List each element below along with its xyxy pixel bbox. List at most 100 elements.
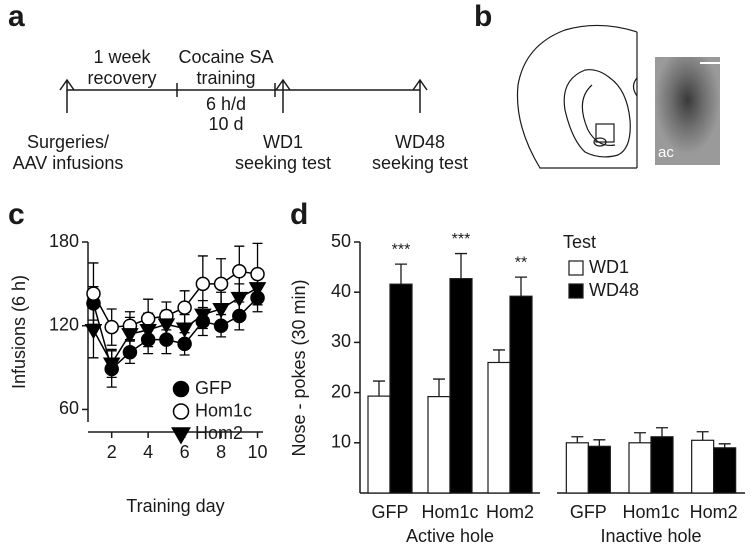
bar [565, 442, 589, 494]
event-text: seeking test [372, 153, 468, 173]
marker [175, 322, 194, 338]
ac-outline [593, 137, 607, 147]
legend-label: WD1 [589, 257, 629, 277]
x-tick-label: 6 [180, 442, 190, 462]
y-tick-label: 180 [49, 231, 79, 251]
error-bar [571, 436, 584, 443]
y-tick-label: 30 [331, 331, 351, 351]
hemisphere-outline [516, 24, 638, 169]
bar [449, 278, 473, 494]
event-text: Surgeries/ [27, 132, 109, 152]
error-bar [718, 443, 731, 448]
x-tick-label: Hom1c [421, 502, 478, 522]
x-tick-label: 2 [107, 442, 117, 462]
panel-label: d [290, 198, 308, 231]
legend-swatch [568, 260, 584, 276]
arrow [412, 78, 428, 113]
marker [157, 318, 176, 334]
series-line [92, 297, 259, 371]
marker [248, 282, 267, 298]
panel-label: c [8, 198, 25, 231]
detail-text: 6 h/d [206, 94, 246, 114]
marker [139, 323, 157, 340]
marker [121, 328, 139, 344]
marker [194, 308, 212, 324]
marker [102, 357, 121, 373]
bar [367, 395, 391, 494]
error-bar [395, 263, 407, 285]
x-tick-label: Hom1c [622, 502, 679, 522]
y-tick-label: 20 [331, 381, 351, 401]
significance: *** [392, 241, 411, 258]
x-tick-label: 10 [248, 442, 268, 462]
marker [159, 332, 174, 347]
legend-marker [172, 380, 190, 398]
timeline: 1 week recovery Cocaine SA training 6 h/… [13, 47, 468, 173]
bar [587, 445, 611, 494]
marker [122, 344, 138, 360]
x-tick-label: 8 [216, 442, 226, 462]
y-axis-label: Infusions (6 h) [9, 275, 29, 389]
panel-label: a [8, 0, 25, 33]
marker [177, 300, 192, 315]
legend-marker [172, 403, 190, 420]
bar [628, 442, 652, 494]
x-axis-label: Training day [126, 496, 224, 516]
significance: ** [515, 254, 527, 271]
event-text: seeking test [235, 153, 331, 173]
legend-marker [171, 427, 191, 445]
error-bar [433, 378, 445, 397]
bar [487, 361, 511, 494]
region-box [595, 123, 615, 143]
y-tick-label: 40 [331, 281, 351, 301]
y-tick-label: 10 [331, 432, 351, 452]
panel-label: b [474, 0, 492, 33]
midline [632, 32, 638, 168]
marker [213, 276, 229, 292]
marker [140, 311, 156, 326]
period-text: recovery [87, 68, 156, 88]
x-tick-label: Hom2 [486, 502, 534, 522]
legend-swatch [568, 283, 584, 299]
marker [212, 303, 230, 319]
x-tick-label: Hom2 [690, 502, 738, 522]
region-label: ac [658, 144, 674, 161]
x-tick-label: 4 [143, 442, 153, 462]
error-bar [493, 349, 505, 363]
bar [389, 283, 413, 494]
detail-text: 10 d [208, 114, 243, 134]
event-text: WD48 [395, 132, 445, 152]
bar [509, 295, 533, 494]
y-tick-label: 120 [49, 314, 79, 334]
marker [177, 336, 192, 352]
bar [650, 436, 674, 494]
y-tick-label: 60 [59, 398, 79, 418]
error-bar [656, 427, 668, 437]
marker [230, 291, 249, 308]
histology-image [655, 57, 720, 165]
group-label: Inactive hole [600, 526, 701, 546]
bar [691, 439, 715, 494]
y-axis-label: Nose - pokes (30 min) [289, 279, 309, 456]
legend-label: WD48 [589, 280, 639, 300]
error-bar [696, 431, 709, 441]
legend-label: GFP [195, 378, 232, 398]
error-bar [593, 439, 606, 447]
error-bar [634, 432, 646, 443]
error-bar [455, 252, 467, 279]
event-text: WD1 [263, 132, 303, 152]
legend-label: Hom2 [195, 423, 243, 443]
marker [104, 319, 119, 335]
significance: *** [452, 231, 471, 248]
error-bar [373, 380, 385, 397]
x-tick-label: GFP [570, 502, 607, 522]
series-line [92, 270, 258, 328]
series-line [92, 287, 258, 365]
marker [213, 318, 229, 333]
striatum-inner [581, 84, 616, 147]
event-text: AAV infusions [13, 153, 124, 173]
legend-title: Test [563, 232, 596, 252]
brain-diagram [516, 24, 638, 169]
period-text: Cocaine SA [178, 47, 273, 67]
